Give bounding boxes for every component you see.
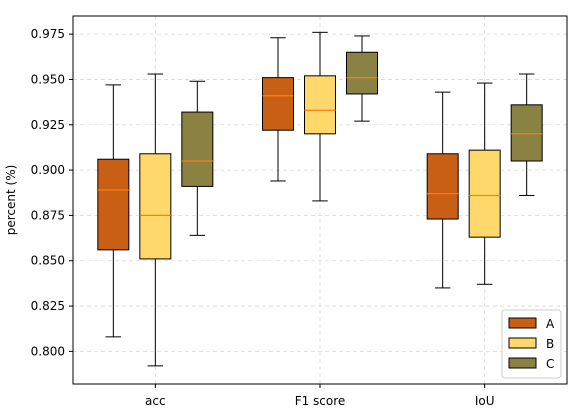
- y-tick-label: 0.825: [31, 299, 65, 313]
- y-tick-label: 0.850: [31, 254, 65, 268]
- y-tick-label: 0.875: [31, 208, 65, 222]
- y-tick-label: 0.925: [31, 118, 65, 132]
- x-tick-label: F1 score: [295, 394, 346, 408]
- legend-label-b: B: [546, 337, 554, 351]
- box-a-0: [97, 84, 130, 338]
- box-iqr: [346, 51, 378, 95]
- y-tick-label: 0.975: [31, 27, 65, 41]
- box-c-1: [346, 35, 378, 122]
- box-iqr: [304, 75, 336, 135]
- legend-swatch-c: [508, 357, 537, 369]
- y-axis: 0.800 0.825 0.850 0.875 0.900 0.925 0.950 0.975: [31, 27, 73, 358]
- box-iqr: [181, 111, 214, 187]
- box-iqr: [510, 104, 543, 162]
- box-c-0: [181, 80, 214, 236]
- legend-label-a: A: [546, 317, 555, 331]
- box-c-2: [510, 73, 543, 196]
- box-iqr: [97, 158, 130, 251]
- y-axis-label: percent (%): [4, 165, 18, 236]
- legend-label-c: C: [546, 357, 554, 371]
- x-axis: acc F1 score IoU: [145, 384, 495, 408]
- y-tick-label: 0.950: [31, 72, 65, 86]
- legend-swatch-b: [508, 337, 537, 349]
- y-tick-label: 0.900: [31, 163, 65, 177]
- y-tick-label: 0.800: [31, 344, 65, 358]
- box-a-1: [262, 37, 294, 182]
- box-iqr: [262, 77, 294, 131]
- x-tick-label: IoU: [475, 394, 495, 408]
- x-tick-label: acc: [145, 394, 166, 408]
- box-iqr: [468, 149, 501, 238]
- box-iqr: [139, 153, 172, 260]
- box-b-1: [304, 31, 336, 202]
- box-iqr: [426, 153, 459, 220]
- legend-swatch-a: [508, 317, 537, 329]
- legend: ABC: [501, 309, 562, 379]
- box-b-2: [468, 82, 501, 285]
- box-b-0: [139, 73, 172, 367]
- box-a-2: [426, 91, 459, 289]
- box-series: [97, 31, 543, 367]
